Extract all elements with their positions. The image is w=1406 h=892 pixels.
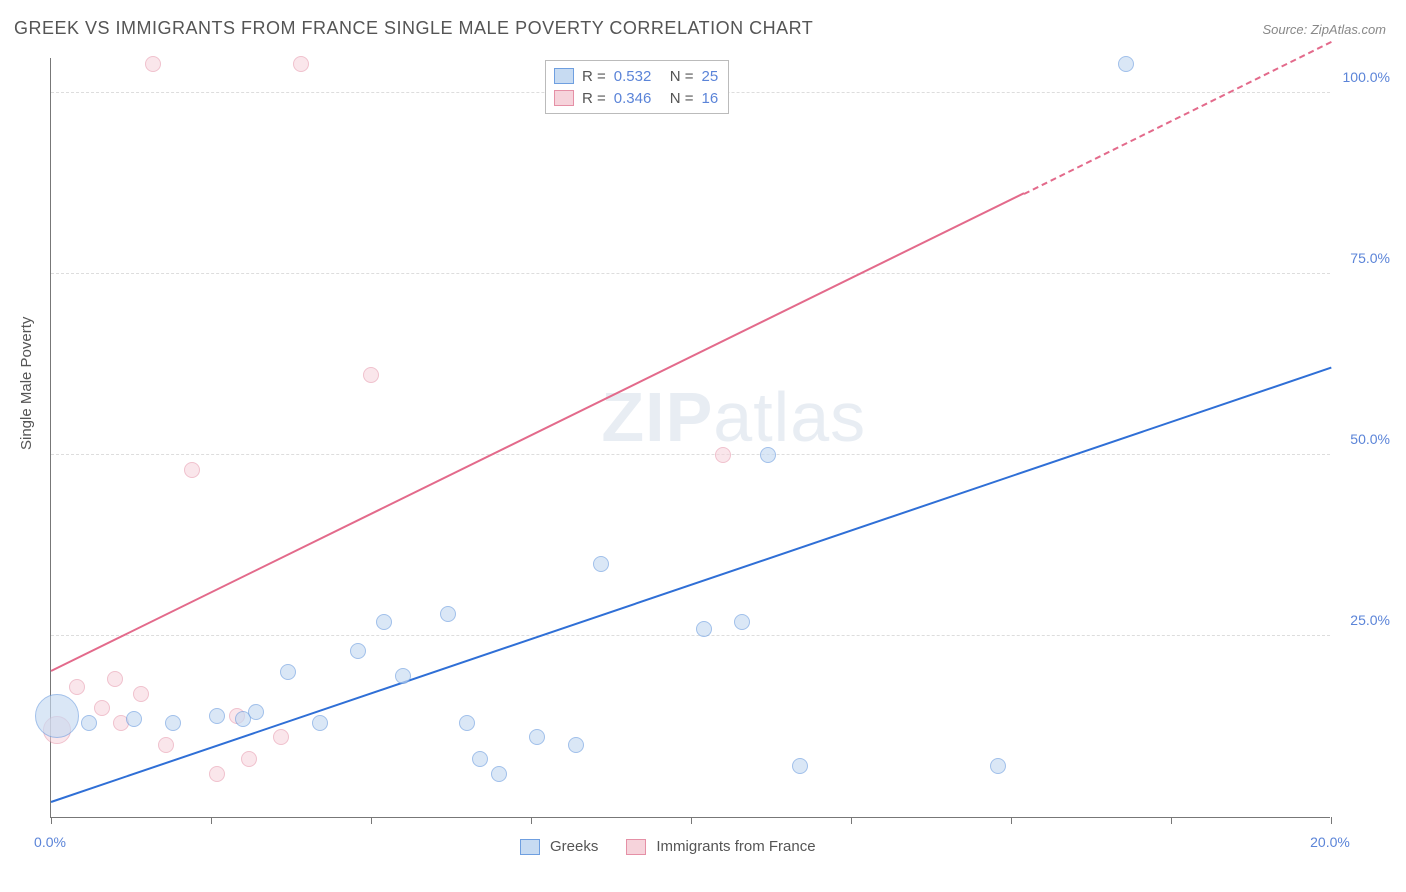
point-france bbox=[158, 737, 174, 753]
point-france bbox=[293, 56, 309, 72]
legend-r-value: 0.346 bbox=[614, 90, 662, 107]
source-credit: Source: ZipAtlas.com bbox=[1262, 22, 1386, 37]
x-tick bbox=[531, 817, 532, 824]
point-greeks bbox=[593, 556, 609, 572]
point-greeks bbox=[395, 668, 411, 684]
point-greeks bbox=[472, 751, 488, 767]
point-france bbox=[94, 700, 110, 716]
x-tick bbox=[371, 817, 372, 824]
legend-n-label: N = bbox=[670, 90, 694, 107]
legend-n-value: 16 bbox=[702, 90, 719, 107]
x-tick bbox=[851, 817, 852, 824]
point-greeks bbox=[459, 715, 475, 731]
point-france bbox=[209, 766, 225, 782]
x-tick bbox=[1011, 817, 1012, 824]
legend-r-value: 0.532 bbox=[614, 68, 662, 85]
point-greeks bbox=[280, 664, 296, 680]
legend-n-value: 25 bbox=[702, 68, 719, 85]
x-tick-label: 0.0% bbox=[34, 834, 66, 850]
chart-title: GREEK VS IMMIGRANTS FROM FRANCE SINGLE M… bbox=[14, 18, 813, 39]
point-greeks bbox=[760, 447, 776, 463]
point-greeks bbox=[734, 614, 750, 630]
point-greeks bbox=[568, 737, 584, 753]
point-france bbox=[133, 686, 149, 702]
legend-swatch bbox=[554, 90, 574, 106]
x-tick bbox=[211, 817, 212, 824]
legend-swatch bbox=[520, 839, 540, 855]
y-axis-label: Single Male Poverty bbox=[18, 317, 35, 450]
x-tick bbox=[1171, 817, 1172, 824]
point-greeks bbox=[350, 643, 366, 659]
legend-r-label: R = bbox=[582, 90, 606, 107]
trendline-france bbox=[51, 193, 1025, 673]
legend-label: Greeks bbox=[550, 838, 598, 855]
legend-label: Immigrants from France bbox=[656, 838, 815, 855]
point-greeks bbox=[209, 708, 225, 724]
trendline-france bbox=[1023, 41, 1331, 195]
trendline-greeks bbox=[51, 366, 1332, 802]
point-france bbox=[184, 462, 200, 478]
point-greeks bbox=[165, 715, 181, 731]
point-greeks bbox=[312, 715, 328, 731]
point-france bbox=[241, 751, 257, 767]
watermark-atlas: atlas bbox=[713, 378, 866, 456]
x-tick bbox=[691, 817, 692, 824]
point-greeks bbox=[35, 694, 79, 738]
point-france bbox=[715, 447, 731, 463]
y-tick-label: 50.0% bbox=[1335, 431, 1390, 447]
point-france bbox=[145, 56, 161, 72]
point-greeks bbox=[248, 704, 264, 720]
point-greeks bbox=[376, 614, 392, 630]
point-greeks bbox=[491, 766, 507, 782]
legend-n-label: N = bbox=[670, 68, 694, 85]
chart-plot-area: ZIPatlas 25.0%50.0%75.0%100.0% bbox=[50, 58, 1330, 818]
point-greeks bbox=[1118, 56, 1134, 72]
point-greeks bbox=[792, 758, 808, 774]
y-tick-label: 25.0% bbox=[1335, 612, 1390, 628]
point-greeks bbox=[696, 621, 712, 637]
point-france bbox=[363, 367, 379, 383]
point-france bbox=[107, 671, 123, 687]
x-tick bbox=[51, 817, 52, 824]
legend-r-label: R = bbox=[582, 68, 606, 85]
point-greeks bbox=[81, 715, 97, 731]
point-france bbox=[273, 729, 289, 745]
gridline bbox=[51, 454, 1330, 455]
gridline bbox=[51, 273, 1330, 274]
y-tick-label: 75.0% bbox=[1335, 250, 1390, 266]
watermark: ZIPatlas bbox=[601, 377, 866, 457]
legend-swatch bbox=[626, 839, 646, 855]
point-greeks bbox=[990, 758, 1006, 774]
legend-row: R = 0.532 N = 25 bbox=[554, 65, 718, 87]
legend-row: R = 0.346 N = 16 bbox=[554, 87, 718, 109]
point-greeks bbox=[529, 729, 545, 745]
correlation-legend: R = 0.532 N = 25 R = 0.346 N = 16 bbox=[545, 60, 729, 114]
legend-swatch bbox=[554, 68, 574, 84]
point-france bbox=[69, 679, 85, 695]
point-greeks bbox=[440, 606, 456, 622]
point-greeks bbox=[126, 711, 142, 727]
y-tick-label: 100.0% bbox=[1335, 69, 1390, 85]
x-tick bbox=[1331, 817, 1332, 824]
x-tick-label: 20.0% bbox=[1310, 834, 1350, 850]
series-legend: Greeks Immigrants from France bbox=[520, 838, 834, 855]
gridline bbox=[51, 635, 1330, 636]
